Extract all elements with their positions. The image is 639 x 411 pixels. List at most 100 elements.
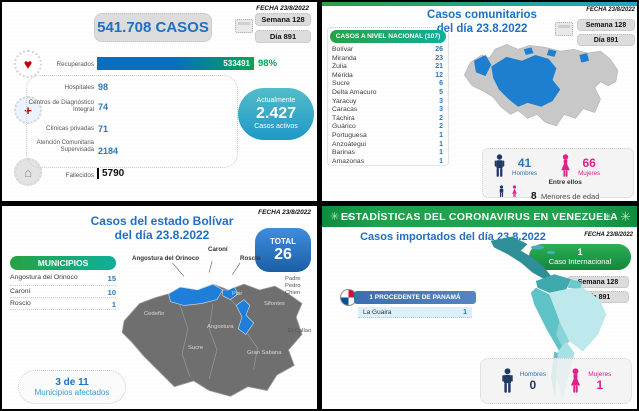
municipios-header: MUNICIPIOS	[10, 256, 116, 270]
acs-label: Atención Comunitaria Supervisada	[36, 140, 94, 153]
origin-value: 1	[463, 308, 467, 316]
title-line2: del día 23.8.2022	[436, 22, 528, 35]
state-row: Delta Amacuro 5	[332, 88, 443, 96]
cdi-label: Centros de Diagnóstico Integral	[28, 99, 94, 114]
gender-stats-box: Hombres 0 Mujeres 1	[480, 358, 632, 404]
map-label-piar: Piar	[232, 291, 243, 297]
affected-value: 3 de 11	[55, 377, 89, 388]
women-label: Mujeres	[578, 169, 601, 177]
map-callout-caroni: Caroní	[208, 246, 228, 253]
hospital-icon: +	[14, 96, 42, 124]
state-row: Amazonas 1	[332, 157, 443, 165]
map-label-el-callao: El Callao	[288, 328, 312, 334]
map-callout-angostura-del-orinoco: Angostura del Orinoco	[132, 255, 200, 262]
state-row: Caracas 3	[332, 106, 443, 114]
clinicas-value: 71	[98, 124, 109, 134]
affected-municipios-pill: 3 de 11 Municipios afectados	[18, 370, 126, 404]
week-badge: Semana 128	[255, 13, 311, 26]
total-cases-box: 541.708 CASOS	[94, 13, 212, 42]
map-label-padre-pedro-chien: Padre Pedro Chien	[285, 276, 301, 296]
state-row: Zulia 21	[332, 63, 443, 71]
total-pill: TOTAL 26	[255, 228, 311, 272]
title-line1: Casos comunitarios	[427, 9, 537, 21]
municipio-row: Roscio 1	[10, 300, 116, 310]
state-row: Sucre 6	[332, 80, 443, 88]
municipio-row: Angostura del Orinoco 15	[10, 274, 116, 286]
women-count: 1	[596, 377, 604, 392]
map-label-cedeno: Cedeño	[144, 311, 165, 317]
municipio-row: Caroní 10	[10, 288, 116, 298]
women-count: 66	[582, 155, 596, 170]
fecha-label: FECHA 23/8/2022	[256, 5, 309, 12]
recovered-heart-icon: ♥	[14, 50, 42, 78]
minors-count: 8	[531, 191, 537, 201]
men-count: 0	[529, 377, 537, 392]
men-label: Hombres	[512, 169, 538, 177]
national-table-header: CASOS A NIVEL NACIONAL (107)	[330, 30, 446, 43]
man-icon	[494, 154, 505, 177]
woman-icon	[571, 368, 581, 393]
map-label-angostura: Angostura	[207, 324, 234, 330]
state-row: Táchira 2	[332, 114, 443, 122]
municipios-table: Angostura del Orinoco 15 Caroní 10 Roscio 1	[10, 274, 116, 310]
top-gradient-strip	[322, 2, 637, 6]
day-badge: Día 891	[255, 30, 311, 43]
active-cases-value: 2.427	[255, 104, 297, 122]
affected-label: Municipios afectados	[34, 388, 110, 397]
panel-resumen: FECHA 23/8/2022 541.708 CASOS Semana 128…	[2, 2, 317, 201]
state-row: Guárico 2	[332, 123, 443, 131]
virus-icon: ✳	[346, 213, 352, 221]
virus-icon: ✳	[330, 211, 340, 223]
bolivar-state-map	[121, 261, 303, 397]
state-row: Barinas 1	[332, 149, 443, 157]
banner-title: ESTADÍSTICAS DEL CORONAVIRUS EN VENEZUEL…	[340, 210, 619, 223]
acs-value: 2184	[98, 146, 119, 156]
map-label-sifontes: Sifontes	[264, 301, 285, 307]
fallecidos-label: Fallecidos	[65, 172, 94, 179]
origin-name: La Guaira	[363, 308, 392, 316]
men-label: Hombres	[519, 370, 546, 378]
national-table: CASOS A NIVEL NACIONAL (107) Bolívar 26 M…	[327, 27, 449, 166]
international-case-pill: 1 Caso Internacional	[529, 244, 631, 270]
hospitales-label: Hospitales	[64, 84, 94, 91]
banner: ✳ ✳ ESTADÍSTICAS DEL CORONAVIRUS EN VENE…	[322, 206, 637, 227]
cdi-value: 74	[98, 102, 109, 112]
map-callout-roscio: Roscio	[240, 255, 261, 262]
origin-row: La Guaira 1	[358, 307, 472, 318]
boy-icon	[499, 185, 504, 198]
total-label: TOTAL	[270, 236, 296, 246]
panel-importados: ✳ ✳ ESTADÍSTICAS DEL CORONAVIRUS EN VENE…	[322, 206, 637, 409]
day-badge: Día 891	[577, 34, 635, 46]
recovered-label: Recuperados	[56, 61, 94, 68]
state-row: Anzoátegui 1	[332, 140, 443, 148]
international-label: Caso Internacional	[548, 256, 612, 266]
woman-icon	[561, 154, 570, 177]
map-label-sucre: Sucre	[188, 345, 204, 351]
state-row: Portuguesa 1	[332, 131, 443, 139]
panel-comunitarios: Casos comunitarios del día 23.8.2022 FEC…	[322, 2, 637, 201]
recovered-bar: 533491	[97, 57, 254, 70]
clinicas-label: Clínicas privadas	[46, 125, 94, 132]
total-cases-value: 541.708 CASOS	[97, 19, 209, 36]
virus-icon: ✳	[604, 212, 611, 221]
recovered-percent: 98%	[258, 58, 278, 69]
state-row: Miranda 23	[332, 54, 443, 62]
active-cases-caption: Actualmente	[256, 96, 296, 104]
fecha-label: FECHA 23/8/2022	[584, 232, 633, 238]
state-row: Yaracuy 3	[332, 97, 443, 105]
panel-title: Casos comunitarios del día 23.8.2022	[392, 9, 572, 37]
active-cases-pill: Actualmente 2.427 Casos activos	[238, 88, 314, 140]
origin-header: 1 PROCEDENTE DE PANAMÁ	[354, 291, 476, 304]
international-count: 1	[577, 246, 583, 257]
men-count: 41	[517, 155, 532, 170]
state-row: Mérida 12	[332, 71, 443, 79]
map-label-gran-sabana: Gran Sabana	[247, 350, 282, 356]
man-icon	[501, 368, 513, 393]
girl-icon	[512, 185, 517, 198]
week-badge: Semana 128	[567, 276, 629, 288]
calendar-icon	[235, 19, 253, 33]
women-label: Mujeres	[588, 370, 612, 378]
title-line1: Casos del estado Bolívar	[90, 214, 234, 228]
panel-title: Casos del estado Bolívar del día 23.8.20…	[72, 214, 252, 243]
total-value: 26	[274, 245, 292, 263]
